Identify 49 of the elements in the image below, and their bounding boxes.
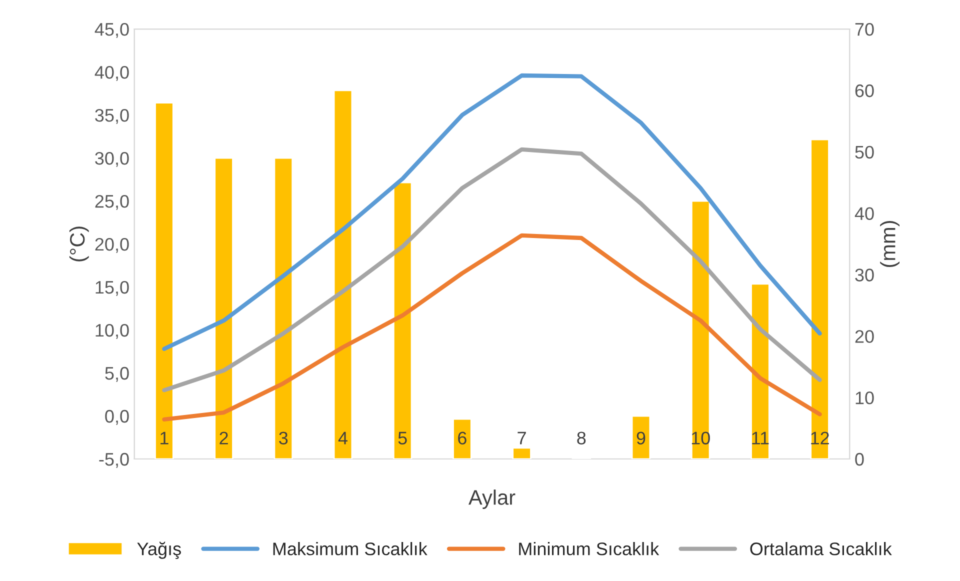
x-tick-label: 1 (160, 432, 168, 444)
y-tick-label: 45,0 (94, 22, 129, 38)
y-tick-label: 30,0 (95, 152, 129, 167)
legend-label: Yağış (137, 542, 181, 559)
y2-axis-title: (mm) (880, 221, 900, 268)
x-tick-label: 9 (636, 432, 646, 444)
y-tick-label: 40,0 (94, 66, 129, 81)
bar (154, 102, 174, 459)
bar (214, 157, 234, 459)
bar (810, 138, 830, 459)
legend-label: Maksimum Sıcaklık (273, 542, 428, 556)
bar (392, 182, 412, 459)
y2-tick-label: 0 (855, 452, 864, 466)
x-tick-label: 4 (338, 432, 348, 444)
x-tick-label: 8 (577, 432, 586, 444)
bar (512, 447, 532, 459)
bar (690, 200, 710, 459)
y-tick-label: 0,0 (105, 410, 129, 425)
bar (750, 283, 770, 459)
x-axis-title: Aylar (468, 490, 516, 509)
y-tick-label: 5,0 (105, 366, 129, 382)
y2-tick-label: 70 (855, 22, 874, 36)
bar (452, 418, 472, 459)
y2-tick-label: 50 (855, 146, 874, 159)
legend-label: Minimum Sıcaklık (519, 542, 660, 556)
y2-tick-label: 10 (856, 392, 874, 404)
x-tick-label: 2 (220, 432, 228, 444)
y2-tick-label: 30 (855, 268, 874, 282)
y-tick-label: 20,0 (95, 238, 129, 253)
bar (631, 415, 651, 459)
y-tick-label: 25,0 (95, 194, 129, 210)
line-series (162, 233, 822, 422)
line-series (162, 73, 822, 352)
x-tick-label: 3 (279, 432, 288, 444)
y2-tick-label: 40 (854, 207, 874, 220)
line-series (162, 147, 822, 392)
bar (274, 157, 294, 459)
bar (333, 90, 353, 459)
y-tick-label: 15,0 (96, 280, 129, 296)
legend-label: Ortalama Sıcaklık (750, 542, 892, 556)
y2-tick-label: 60 (855, 84, 874, 98)
x-tick-label: 6 (458, 432, 466, 444)
y-tick-label: -5,0 (99, 452, 129, 468)
y-tick-label: 10,0 (96, 324, 129, 339)
y-axis-title: (°C) (69, 226, 89, 262)
y2-tick-label: 20 (855, 330, 874, 343)
y-tick-label: 35,0 (95, 108, 129, 124)
x-tick-label: 5 (398, 432, 407, 444)
x-tick-label: 7 (518, 432, 526, 444)
